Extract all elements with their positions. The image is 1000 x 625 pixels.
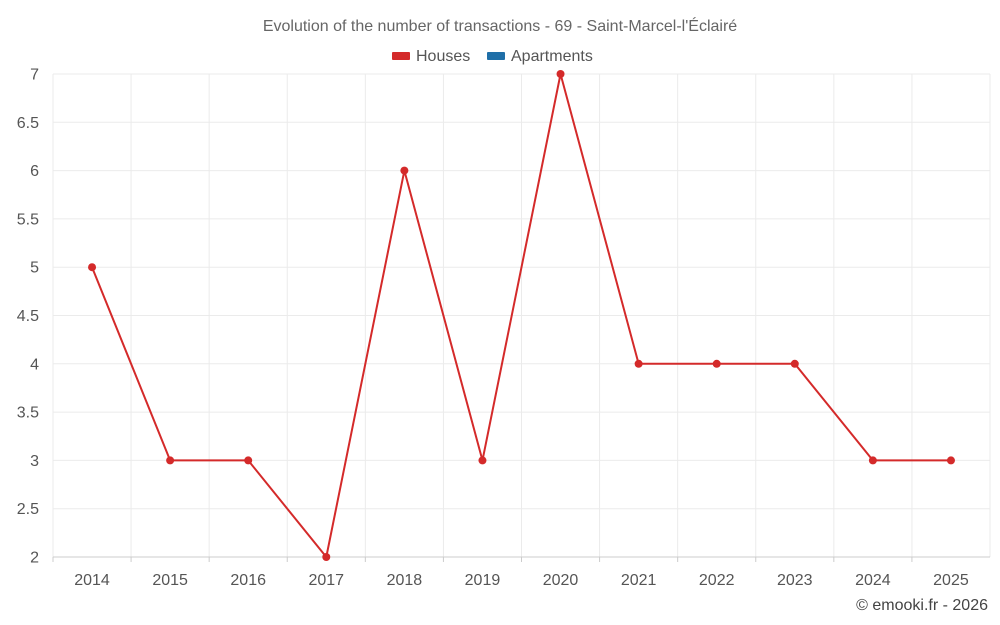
data-point[interactable] [790,359,799,368]
credit-text: © emooki.fr - 2026 [856,597,988,614]
axes: 2 2.5 3 3.5 4 4.5 5 5.5 6 6.5 7 2014 2015 2016 2017 201… [17,67,990,589]
y-tick-label: 3 [30,453,39,470]
legend: Houses Apartments [392,48,593,65]
x-tick-label: 2023 [777,572,813,589]
legend-swatch-apartments [487,52,505,60]
data-point[interactable] [712,359,721,368]
y-tick-label: 6 [30,163,39,180]
chart-title: Evolution of the number of transactions … [263,16,737,35]
x-tick-label: 2018 [387,572,423,589]
y-tick-label: 2.5 [17,501,39,518]
x-tick-label: 2017 [308,572,344,589]
y-tick-label: 7 [30,67,39,84]
y-tick-label: 4 [30,356,39,373]
x-tick-label: 2014 [74,572,110,589]
x-tick-label: 2015 [152,572,188,589]
y-tick-label: 3.5 [17,405,39,422]
data-point[interactable] [556,70,565,78]
y-tick-label: 4.5 [17,308,39,325]
data-point[interactable] [244,456,253,465]
x-tick-label: 2019 [465,572,501,589]
legend-label-apartments: Apartments [511,48,593,65]
x-tick-label: 2021 [621,572,657,589]
y-tick-label: 2 [30,550,39,567]
legend-swatch-houses [392,52,410,60]
legend-label-houses: Houses [416,48,470,65]
data-point[interactable] [634,359,643,368]
x-tick-label: 2022 [699,572,735,589]
series-houses [88,70,955,561]
data-point[interactable] [868,456,877,465]
legend-item-apartments[interactable]: Apartments [487,48,593,65]
x-tick-label: 2020 [543,572,579,589]
data-point[interactable] [88,263,97,272]
y-tick-label: 6.5 [17,115,39,132]
data-point[interactable] [322,553,331,561]
legend-item-houses[interactable]: Houses [392,48,470,65]
y-tick-label: 5.5 [17,211,39,228]
grid [52,73,991,557]
data-point[interactable] [946,456,955,465]
x-tick-label: 2024 [855,572,891,589]
data-point[interactable] [400,166,409,175]
data-point[interactable] [478,456,487,465]
y-tick-label: 5 [30,260,39,277]
series-line [91,73,951,558]
x-tick-label: 2016 [230,572,266,589]
data-point[interactable] [166,456,175,465]
x-tick-label: 2025 [933,572,969,589]
